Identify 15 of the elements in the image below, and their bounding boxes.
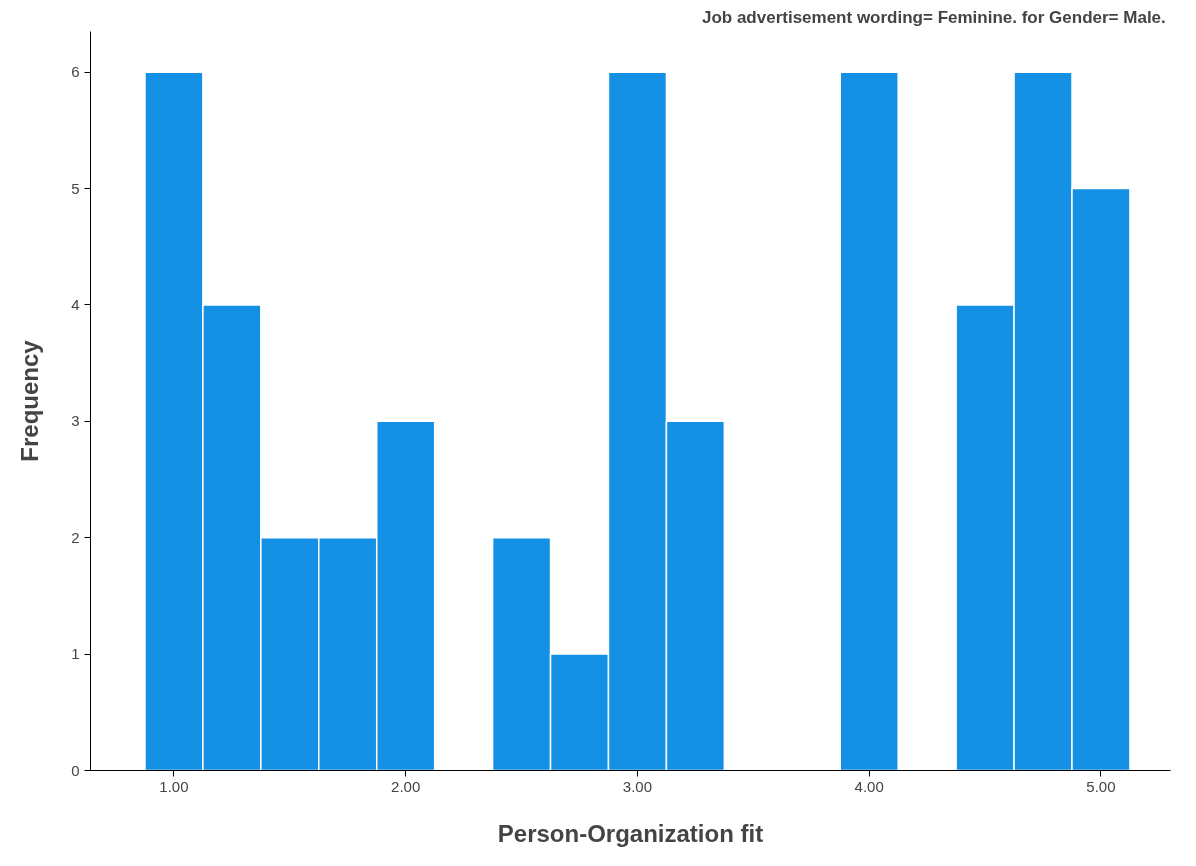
x-tick-label: 2.00: [391, 777, 421, 795]
y-tick-label: 1: [71, 645, 80, 663]
y-tick-label: 6: [71, 63, 80, 81]
y-tick-label: 3: [71, 412, 80, 430]
x-tick-label: 4.00: [854, 777, 884, 795]
y-axis-title: Frequency: [16, 339, 44, 462]
y-tick-label: 2: [71, 528, 80, 546]
x-tick-label: 3.00: [622, 777, 653, 795]
chart-title: Job advertisement wording= Feminine. for Gender= Male.: [701, 7, 1166, 27]
x-axis-title: Person-Organization fit: [497, 819, 764, 847]
y-tick-label: 0: [71, 761, 80, 779]
y-tick-label: 5: [71, 179, 80, 197]
x-tick-label: 1.00: [159, 777, 189, 795]
x-tick-label: 5.00: [1086, 777, 1116, 795]
y-tick-label: 4: [71, 295, 80, 313]
